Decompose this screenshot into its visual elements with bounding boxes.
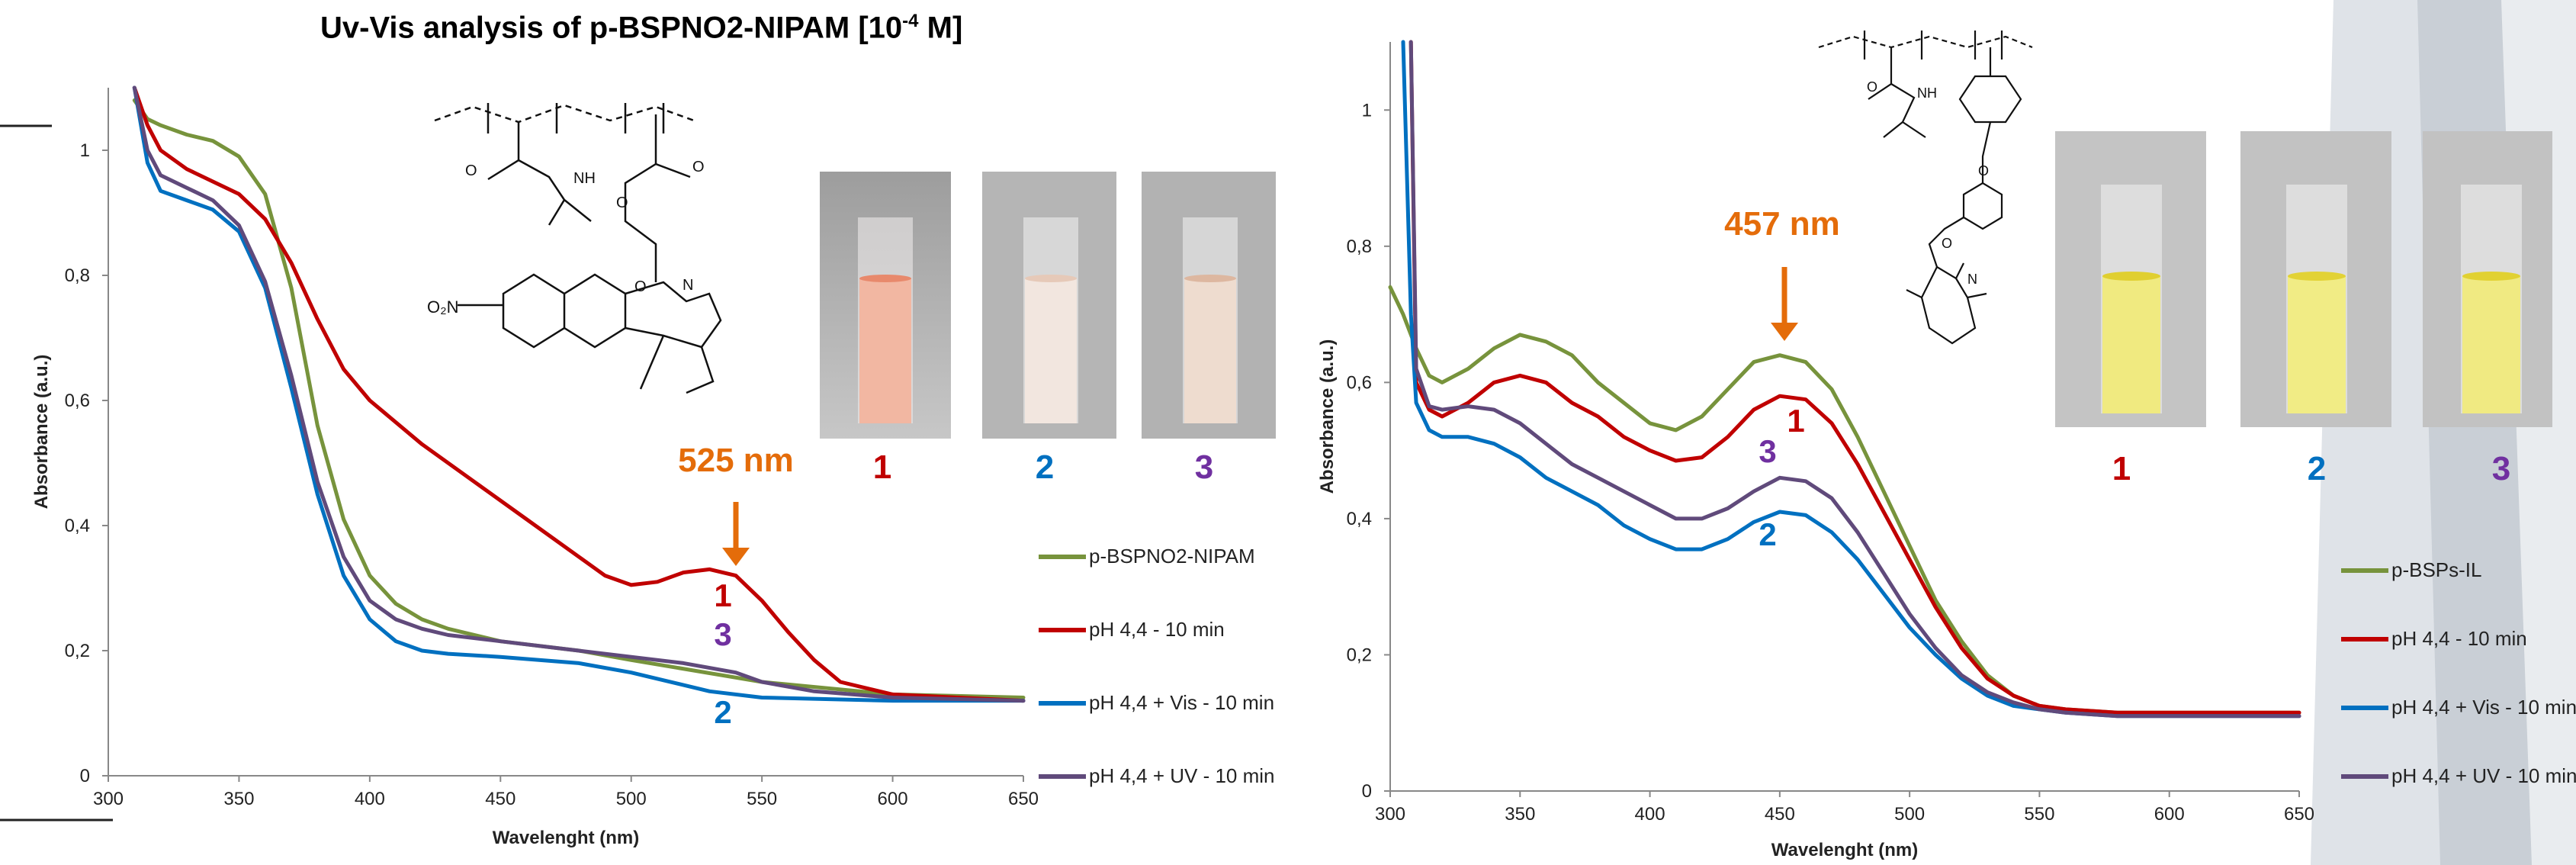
right-legend-item-2: pH 4,4 + Vis - 10 min <box>2341 696 2576 719</box>
right-vial-label-2: 2 <box>2307 450 2327 487</box>
legend-label: pH 4,4 + Vis - 10 min <box>2391 696 2576 719</box>
legend-label: pH 4,4 + UV - 10 min <box>1089 764 1275 787</box>
x-tick-label: 600 <box>878 789 908 809</box>
x-tick-label: 300 <box>1375 804 1405 825</box>
legend-swatch <box>1039 773 1086 779</box>
x-tick-label: 500 <box>616 789 647 809</box>
legend-label: pH 4,4 + UV - 10 min <box>2391 764 2576 787</box>
x-tick-label: 450 <box>485 789 516 809</box>
vial-icon <box>982 172 1116 439</box>
left-vial-1-photo <box>820 172 951 439</box>
y-tick-label: 0,4 <box>1347 509 1372 529</box>
legend-label: p-BSPs-IL <box>2391 558 2482 581</box>
x-tick-label: 500 <box>1894 804 1925 825</box>
y-axis-title: Absorbance (a.u.) <box>31 355 52 510</box>
left-vial-3-photo <box>1142 172 1276 439</box>
right-legend-item-1: pH 4,4 - 10 min <box>2341 627 2527 651</box>
vial-icon <box>1142 172 1276 439</box>
y-tick-label: 0,4 <box>65 516 90 536</box>
x-tick-label: 400 <box>1635 804 1665 825</box>
right-vial-label-1: 1 <box>2112 450 2131 487</box>
series-line-0 <box>1388 285 2301 715</box>
legend-label: pH 4,4 + Vis - 10 min <box>1089 691 1275 714</box>
right-vial-3-photo <box>2423 131 2552 427</box>
y-tick-label: 0,6 <box>1347 372 1372 393</box>
legend-swatch <box>1039 627 1086 632</box>
legend-swatch <box>2341 705 2388 710</box>
left-vial-label-2: 2 <box>1035 449 1055 486</box>
x-tick-label: 550 <box>2024 804 2054 825</box>
left-legend-item-3: pH 4,4 + UV - 10 min <box>1039 764 1275 788</box>
legend-label: p-BSPNO2-NIPAM <box>1089 545 1255 568</box>
peak-annotation: 457 nm <box>1724 205 1840 243</box>
title-superscript: -4 <box>902 11 919 31</box>
x-axis-title: Wavelenght (nm) <box>1771 840 1918 860</box>
left-vial-label-1: 1 <box>872 449 892 486</box>
x-tick-label: 300 <box>93 789 124 809</box>
y-tick-label: 0 <box>80 766 90 786</box>
series-line-3 <box>1408 40 2301 719</box>
vial-icon <box>820 172 951 439</box>
peak-annotation: 525 nm <box>678 442 794 479</box>
right-legend-item-3: pH 4,4 + UV - 10 min <box>2341 764 2576 788</box>
series-line-3 <box>132 85 1026 703</box>
y-tick-label: 0,6 <box>65 391 90 411</box>
right-legend-item-0: p-BSPs-IL <box>2341 558 2482 582</box>
y-tick-label: 0,2 <box>1347 645 1372 665</box>
peak-arrow-head <box>722 548 750 566</box>
curve-label-label_2: 2 <box>714 694 731 730</box>
legend-swatch <box>2341 568 2388 573</box>
series-line-1 <box>1408 40 2301 715</box>
vial-icon <box>2055 131 2206 427</box>
right-vial-1-photo <box>2055 131 2206 427</box>
y-tick-label: 0,2 <box>65 641 90 661</box>
x-tick-label: 600 <box>2154 804 2185 825</box>
series-line-1 <box>132 85 1026 703</box>
left-legend-item-1: pH 4,4 - 10 min <box>1039 618 1225 642</box>
series-line-0 <box>132 98 1026 699</box>
curve-label-label_3: 3 <box>1759 433 1776 469</box>
x-tick-label: 400 <box>355 789 385 809</box>
left-legend-item-2: pH 4,4 + Vis - 10 min <box>1039 691 1274 715</box>
chart-title: Uv-Vis analysis of p-BSPNO2-NIPAM [10-4 … <box>320 11 962 45</box>
y-tick-label: 0,8 <box>1347 236 1372 257</box>
curve-label-label_3: 3 <box>714 616 731 652</box>
legend-label: pH 4,4 - 10 min <box>1089 618 1225 641</box>
title-end-text: M] <box>918 11 963 45</box>
vial-icon <box>2423 131 2552 427</box>
y-axis-title: Absorbance (a.u.) <box>1317 339 1338 494</box>
y-tick-label: 1 <box>1362 100 1372 121</box>
x-tick-label: 350 <box>1505 804 1535 825</box>
x-tick-label: 650 <box>1008 789 1039 809</box>
title-main-text: Uv-Vis analysis of p-BSPNO2-NIPAM [10 <box>320 11 903 45</box>
x-tick-label: 650 <box>2284 804 2314 825</box>
legend-swatch <box>2341 636 2388 642</box>
left-legend-item-0: p-BSPNO2-NIPAM <box>1039 545 1255 568</box>
left-vial-2-photo <box>982 172 1116 439</box>
y-tick-label: 0,8 <box>65 265 90 286</box>
curve-label-label_2: 2 <box>1759 516 1776 552</box>
curve-label-label_1: 1 <box>1787 403 1804 439</box>
curve-label-label_1: 1 <box>714 577 731 613</box>
x-axis-title: Wavelenght (nm) <box>493 828 639 848</box>
legend-swatch <box>1039 700 1086 706</box>
x-tick-label: 350 <box>223 789 254 809</box>
y-tick-label: 0 <box>1362 781 1372 802</box>
right-vial-2-photo <box>2240 131 2391 427</box>
legend-label: pH 4,4 - 10 min <box>2391 627 2527 650</box>
legend-swatch <box>2341 773 2388 779</box>
y-tick-label: 1 <box>80 140 90 161</box>
x-tick-label: 450 <box>1765 804 1795 825</box>
x-tick-label: 550 <box>747 789 777 809</box>
left-vial-label-3: 3 <box>1194 449 1214 486</box>
legend-swatch <box>1039 554 1086 559</box>
series-line-2 <box>132 85 1026 703</box>
right-vial-label-3: 3 <box>2491 450 2511 487</box>
peak-arrow-head <box>1771 323 1798 341</box>
vial-icon <box>2240 131 2391 427</box>
